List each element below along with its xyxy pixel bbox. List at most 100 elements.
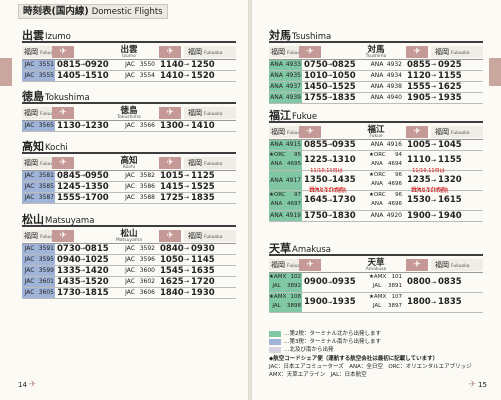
- legend: …第2税：ターミナル北から出発します …第3税：ターミナル南から出発します …北…: [269, 330, 483, 379]
- departure-return: 1235: [407, 175, 431, 185]
- airline-outbound: ANA: [270, 94, 283, 101]
- arrival-return: 1045: [438, 140, 462, 150]
- section-title-jp: 松山: [22, 213, 44, 226]
- destination-en: Izumo: [122, 54, 136, 59]
- flight-row: ★ORC ANA 95 4695 1225 1310 ★ORC ANA 94 4694 11…: [269, 151, 483, 193]
- destination-jp: 福江: [367, 125, 385, 135]
- flight-number-return: 3588: [139, 194, 155, 201]
- route-header: 福岡 Fukuoka ✈ 出雲 Izumo ✈ 福岡 Fukuoka: [22, 45, 236, 60]
- flight-row: ANA 4935 1010 1050 ANA 4934 1120 1155 → →: [269, 71, 483, 82]
- section-title-jp: 天草: [269, 242, 291, 255]
- destination-jp: 徳島: [120, 106, 138, 116]
- flight-number-outbound: 3585: [38, 183, 54, 190]
- origin-en: Fukuoka: [40, 112, 59, 117]
- origin-jp: 福岡: [271, 128, 285, 136]
- arrow-icon: →: [327, 212, 333, 219]
- flight-number-outbound: 4919: [285, 212, 301, 219]
- arrival-return: 1625: [438, 82, 462, 92]
- airline-return: JAC: [125, 172, 135, 179]
- arrow-icon: →: [431, 157, 437, 164]
- flight-row: JAC 3595 0940 1025 JAC 3596 1050 1145 → →: [22, 255, 236, 266]
- row-shade: [22, 288, 55, 298]
- arrival-return: 1410: [191, 121, 215, 131]
- airline-return: ANA: [370, 141, 384, 148]
- section-title-en: Amakusa: [292, 245, 331, 255]
- arrival-outbound: 1310: [332, 155, 356, 165]
- destination-label: 対馬 Tsushima: [321, 46, 431, 59]
- flight-row: JAC 3587 1555 1700 JAC 3588 1725 1835 → →: [22, 193, 236, 204]
- return-label: 福岡 Fukuoka: [431, 259, 483, 271]
- arrival-return: 1935: [438, 93, 462, 103]
- route-section: 徳島Tokushima 福岡 Fukuoka ✈ 徳島 Tokushima ✈ 福岡 Fukuo…: [22, 91, 236, 132]
- flight-number-return: 96 4696: [388, 172, 402, 187]
- row-shade: [269, 211, 302, 221]
- arrow-icon: →: [80, 183, 86, 190]
- airplane-icon: ✈: [406, 259, 428, 271]
- origin-jp: 福岡: [24, 232, 38, 240]
- airplane-icon: ✈: [52, 230, 74, 242]
- arrow-icon: →: [431, 94, 437, 101]
- flight-number-outbound: 108 3898: [287, 294, 301, 309]
- arrow-icon: →: [431, 177, 437, 184]
- airplane-icon: ✈: [406, 126, 428, 138]
- return-en: Fukuoka: [451, 51, 470, 56]
- flight-number-return: 3606: [139, 289, 155, 296]
- flight-number-outbound: 3565: [38, 122, 54, 129]
- row-shade: [22, 255, 55, 265]
- airline-outbound: ★ORC ANA: [269, 152, 286, 167]
- right-page: 対馬Tsushima 福岡 Fukuoka ✈ 対馬 Tsushima ✈ 福岡 Fukuoka…: [252, 0, 501, 400]
- arrival-return: 1525: [191, 182, 215, 192]
- arrival-return: 1835: [191, 193, 215, 203]
- arrival-return: 0835: [438, 277, 462, 287]
- arrival-outbound: 1815: [85, 288, 109, 298]
- row-shade: [22, 266, 55, 276]
- departure-outbound: 0730: [57, 244, 81, 254]
- airline-return: ANA: [370, 83, 384, 90]
- return-en: Fukuoka: [451, 131, 470, 136]
- return-jp: 福岡: [188, 159, 202, 167]
- legend-swatch-blue: [269, 339, 281, 345]
- arrow-icon: →: [184, 61, 190, 68]
- flight-number-outbound: 3591: [38, 245, 54, 252]
- codeshare-line-1: JAC：日本エアコミューターズ ANA：全日空 ORC：オリエンタルエアブリッジ: [269, 364, 472, 370]
- route-header: 福岡 Fukuoka ✈ 徳島 Tokushima ✈ 福岡 Fukuoka: [22, 106, 236, 121]
- airline-outbound: ANA: [270, 141, 283, 148]
- arrow-icon: →: [327, 177, 333, 184]
- row-shade: [269, 71, 302, 81]
- arrival-outbound: 0935: [332, 140, 356, 150]
- flight-number-return: 3554: [139, 72, 155, 79]
- codeshare-title: ◆航空コードシェア便（運航する航空会社は最初に記載しています）: [269, 356, 439, 362]
- departure-return: 1015: [160, 171, 184, 181]
- departure-return: 1140: [160, 60, 184, 70]
- origin-en: Fukuoka: [287, 264, 306, 269]
- arrow-icon: →: [184, 256, 190, 263]
- arrow-icon: →: [327, 157, 333, 164]
- arrival-outbound: 1230: [85, 121, 109, 131]
- page-header: 時刻表(国内線) Domestic Flights: [18, 4, 168, 19]
- arrow-icon: →: [327, 61, 333, 68]
- origin-jp: 福岡: [271, 261, 285, 269]
- destination-label: 徳島 Tokushima: [74, 106, 184, 120]
- arrival-outbound: 1835: [332, 93, 356, 103]
- airline-return: ★ORC ANA: [369, 192, 386, 207]
- arrival-return: 1250: [191, 60, 215, 70]
- arrow-icon: →: [431, 61, 437, 68]
- row-shade: [22, 171, 55, 181]
- airplane-icon: ✈: [52, 46, 74, 58]
- left-page: 時刻表(国内線) Domestic Flights 出雲Izumo 福岡 Fukuok…: [0, 0, 248, 400]
- airplane-icon: ✈: [299, 126, 321, 138]
- return-en: Fukuoka: [204, 235, 223, 240]
- flight-row: JAC 3605 1730 1815 JAC 3606 1840 1930 → →: [22, 288, 236, 299]
- arrival-outbound: 1935: [332, 297, 356, 307]
- flight-number-outbound: 3599: [38, 267, 54, 274]
- airline-outbound: JAC: [24, 183, 35, 190]
- flight-row: JAC 3599 1335 1420 JAC 3600 1545 1635 → →: [22, 266, 236, 277]
- flight-number-return: 3600: [139, 267, 155, 274]
- flight-row: ANA 4919 1750 1830 ANA 4920 1900 1940 → →: [269, 211, 483, 222]
- arrow-icon: →: [184, 122, 190, 129]
- airline-return: JAC: [125, 267, 135, 274]
- legend-swatch-green: [269, 331, 281, 337]
- left-footer: 14 ✈: [18, 380, 36, 390]
- departure-return: 0840: [160, 244, 184, 254]
- arrow-icon: →: [327, 94, 333, 101]
